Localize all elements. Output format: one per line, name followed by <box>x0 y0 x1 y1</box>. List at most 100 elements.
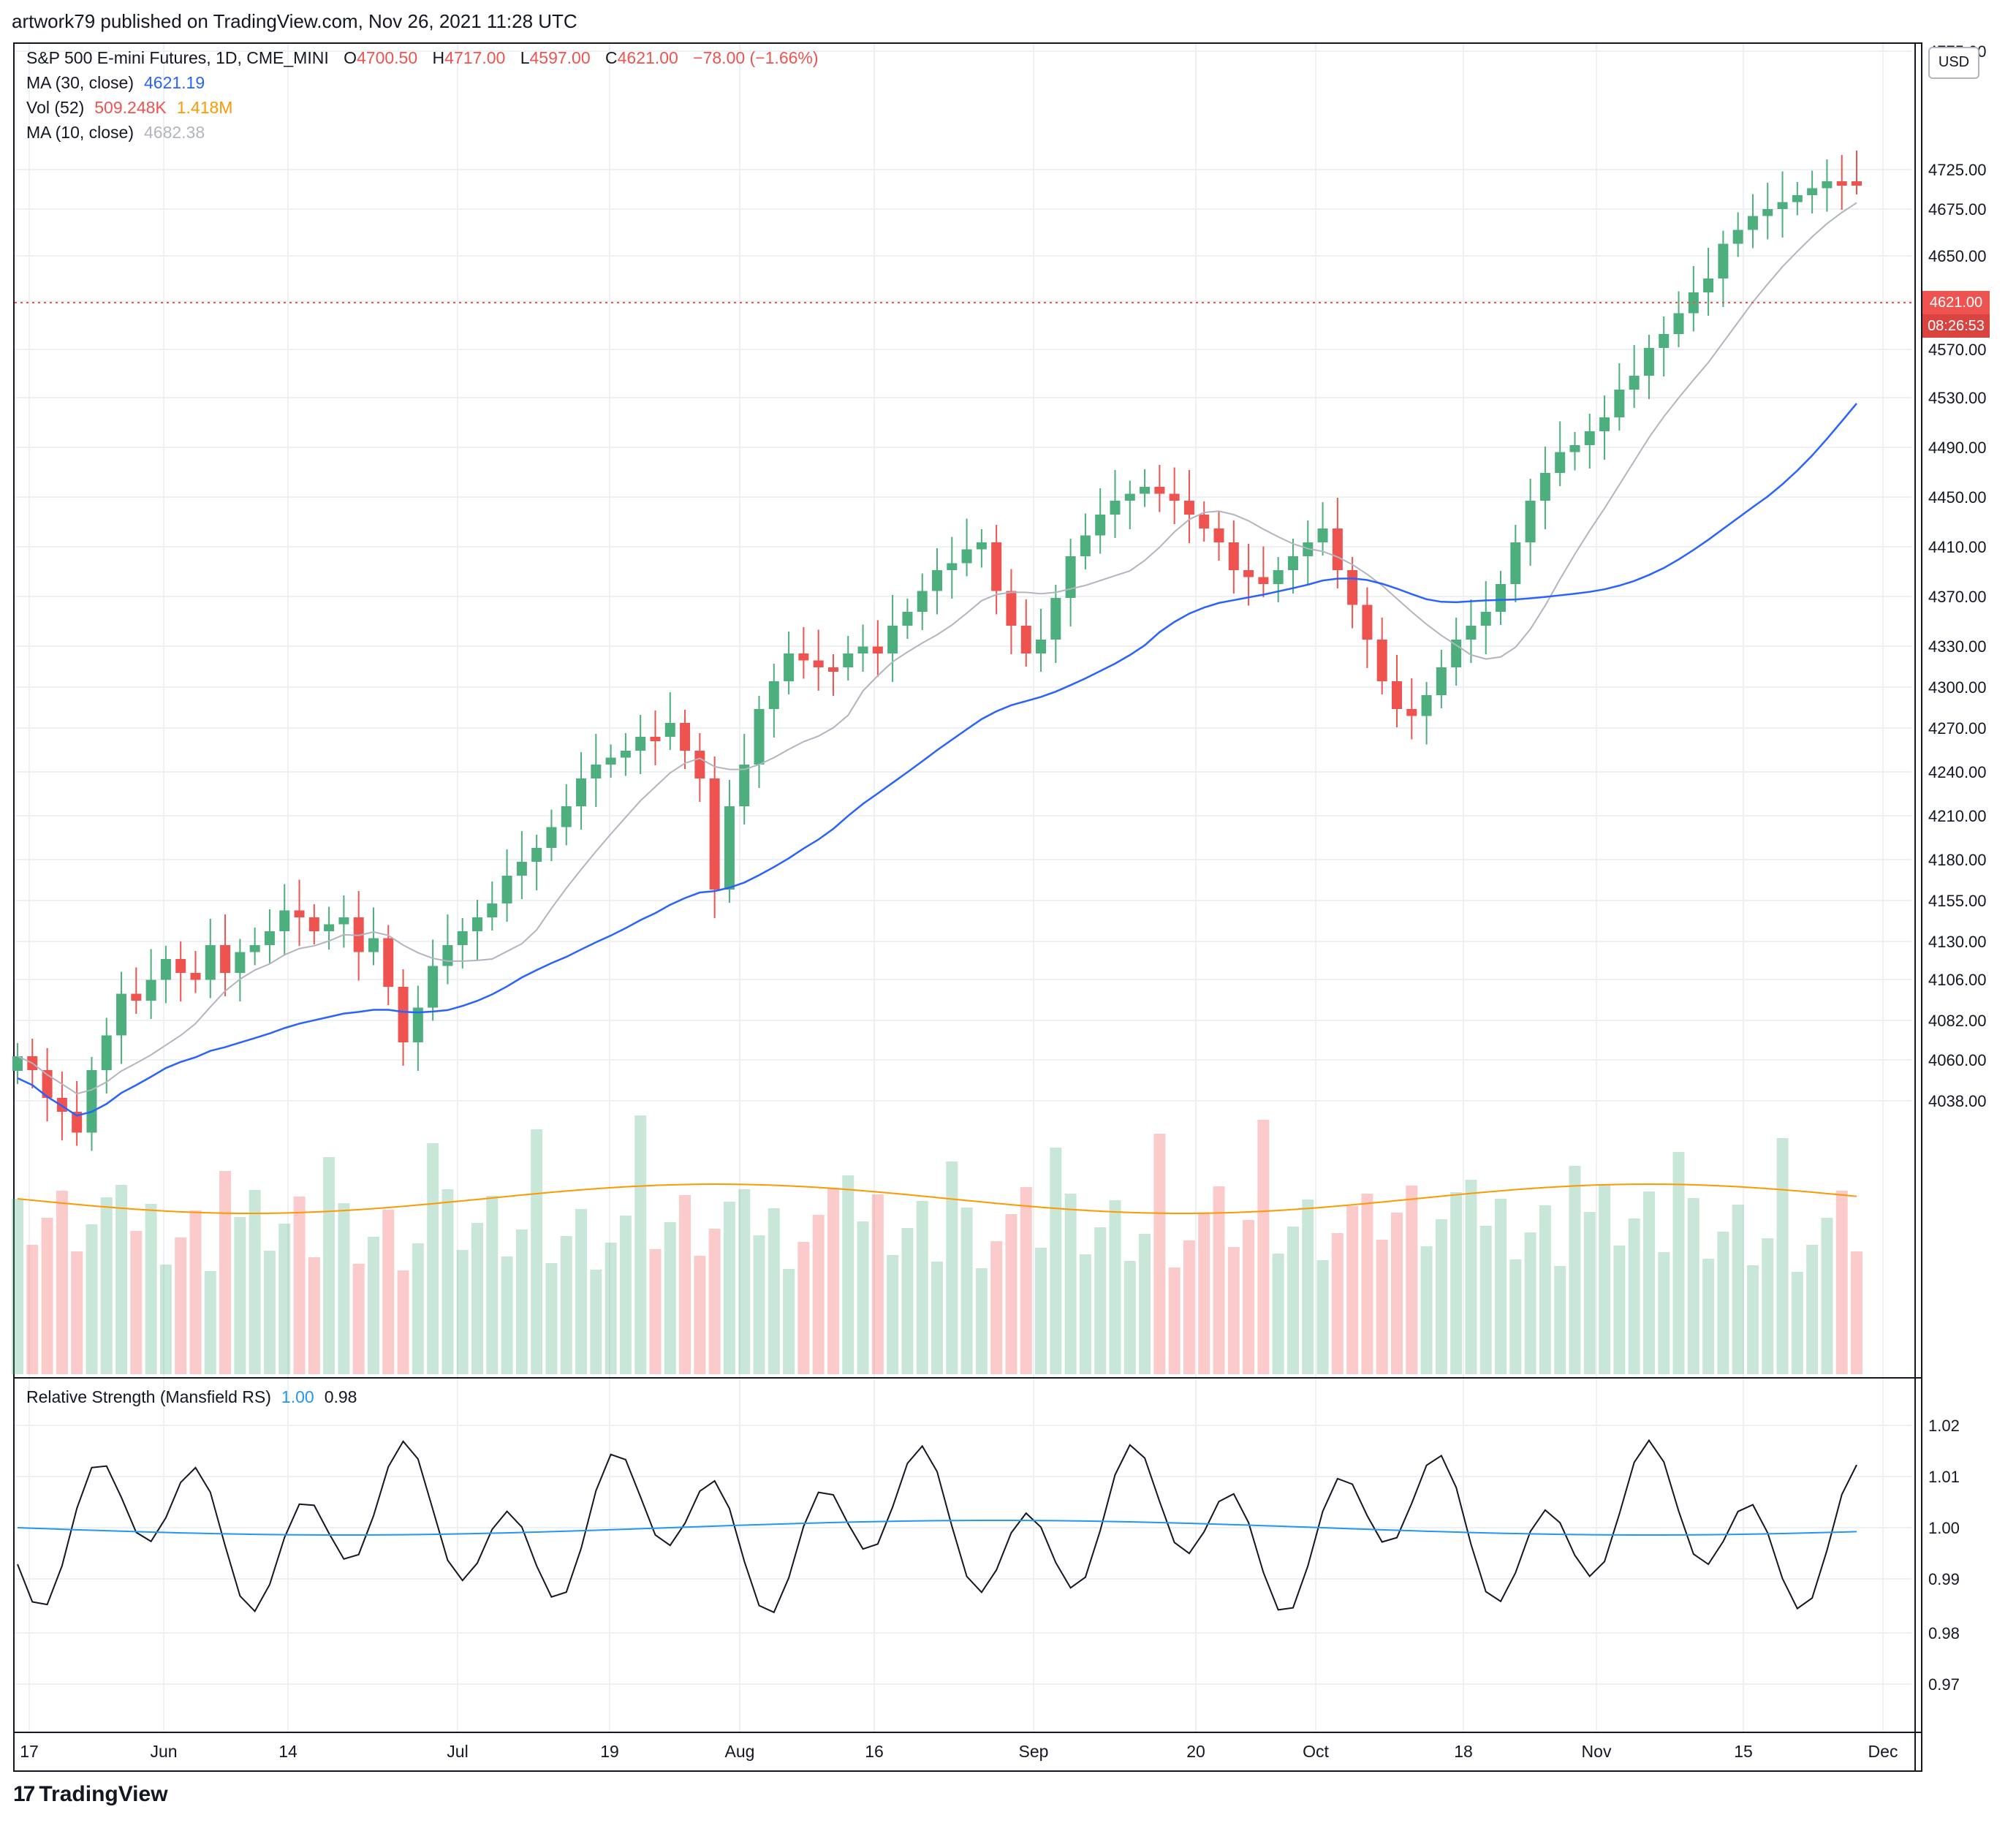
candle-body <box>368 938 379 952</box>
volume-bar <box>738 1189 751 1374</box>
candle-body <box>205 945 216 980</box>
candle-body <box>1080 535 1091 556</box>
volume-bar <box>1791 1272 1803 1374</box>
candle-body <box>724 806 735 890</box>
candle-body <box>1599 417 1610 431</box>
volume-bar <box>1376 1240 1388 1374</box>
volume-bar <box>308 1257 320 1374</box>
volume-bar <box>1465 1180 1477 1374</box>
candle-body <box>961 549 972 564</box>
last-price-tag: 4621.00 08:26:53 <box>1922 291 1990 338</box>
candle-body <box>1376 640 1387 681</box>
candle-body <box>650 737 661 741</box>
volume-bar <box>694 1256 706 1374</box>
volume-bar <box>887 1255 899 1374</box>
candle-body <box>190 973 201 980</box>
change-value: −78.00 (−1.66%) <box>693 48 819 67</box>
candle-body <box>1392 681 1402 709</box>
rs-line <box>17 1439 1857 1614</box>
volume-bar <box>708 1229 721 1374</box>
volume-bar <box>679 1195 691 1374</box>
volume-bar <box>1035 1248 1047 1374</box>
volume-bar <box>1658 1252 1670 1374</box>
candle-body <box>383 938 394 987</box>
volume-bar <box>1821 1218 1833 1374</box>
rs-tick-label: 1.00 <box>1928 1519 1960 1537</box>
volume-bar <box>1806 1245 1819 1374</box>
low-label: L <box>520 48 530 67</box>
candle-body <box>635 737 646 751</box>
candle-body <box>872 646 883 653</box>
volume-bar <box>768 1208 780 1374</box>
volume-bar <box>456 1250 469 1374</box>
rs-tick-label: 0.97 <box>1928 1675 1960 1694</box>
volume-bar <box>857 1221 869 1374</box>
volume-bar <box>605 1243 617 1374</box>
volume-bar <box>1064 1194 1077 1374</box>
candle-body <box>1643 348 1654 376</box>
candle-body <box>101 1035 112 1070</box>
price-tick-label: 4180.00 <box>1928 851 1987 869</box>
volume-bar <box>1762 1238 1774 1374</box>
candle-body <box>1095 515 1106 536</box>
volume-bar <box>1732 1205 1744 1374</box>
last-price: 4621.00 <box>1929 295 1983 311</box>
candle-body <box>324 924 335 931</box>
volume-bar <box>1628 1219 1640 1374</box>
chart-frame[interactable] <box>13 42 1922 1772</box>
legend-vol-row: Vol (52) 509.248K 1.418M <box>26 98 243 118</box>
candle-body <box>1006 591 1017 626</box>
candle-body <box>1287 556 1298 570</box>
rs-tick-label: 1.02 <box>1928 1417 1960 1435</box>
candle-body <box>279 910 290 931</box>
x-tick-label: Jul <box>447 1742 468 1761</box>
ma10-line <box>17 202 1857 1095</box>
volume-bar <box>1213 1186 1225 1374</box>
volume-bar <box>412 1243 424 1374</box>
candle-body <box>249 945 260 952</box>
candle-body <box>338 917 349 925</box>
candle-body <box>501 876 512 903</box>
volume-bar <box>219 1171 232 1374</box>
x-tick-label: Sep <box>1019 1742 1049 1761</box>
x-tick-label: Oct <box>1303 1742 1329 1761</box>
volume-bar <box>323 1157 336 1374</box>
candle-body <box>591 765 602 778</box>
candle-body <box>768 681 779 709</box>
volume-bar <box>130 1231 143 1374</box>
candle-body <box>1140 487 1151 494</box>
volume-bar <box>1316 1260 1329 1374</box>
candle-body <box>145 979 156 1001</box>
candle-body <box>457 931 468 945</box>
volume-bar <box>115 1185 128 1374</box>
volume-bar <box>1050 1148 1062 1374</box>
tv-logo-icon: 17 <box>13 1782 35 1806</box>
x-tick-label: 16 <box>865 1742 884 1761</box>
candle-body <box>1673 313 1684 334</box>
volume-bar <box>26 1245 39 1374</box>
volume-bar <box>946 1161 958 1374</box>
candle-body <box>694 751 705 778</box>
candle-body <box>1703 278 1714 292</box>
volume-bar <box>1599 1185 1611 1374</box>
candle-body <box>1747 216 1758 230</box>
volume-bar <box>1123 1261 1136 1374</box>
tradingview-logo[interactable]: 17 TradingView <box>13 1782 168 1807</box>
volume-bar <box>1851 1251 1862 1374</box>
volume-bar <box>990 1241 1003 1374</box>
candle-body <box>1539 473 1550 501</box>
candle-body <box>1496 584 1507 612</box>
volume-bar <box>531 1129 543 1374</box>
currency-button[interactable]: USD <box>1928 47 1979 79</box>
volume-bar <box>515 1229 528 1374</box>
price-tick-label: 4650.00 <box>1928 247 1987 265</box>
price-tick-label: 4038.00 <box>1928 1092 1987 1110</box>
volume-bar <box>278 1224 291 1374</box>
candle-body <box>1065 556 1076 598</box>
candle-body <box>1332 528 1343 570</box>
volume-bar <box>293 1197 306 1374</box>
candle-body <box>1362 604 1373 640</box>
candle-body <box>308 917 319 931</box>
x-tick-label: 17 <box>20 1742 39 1761</box>
